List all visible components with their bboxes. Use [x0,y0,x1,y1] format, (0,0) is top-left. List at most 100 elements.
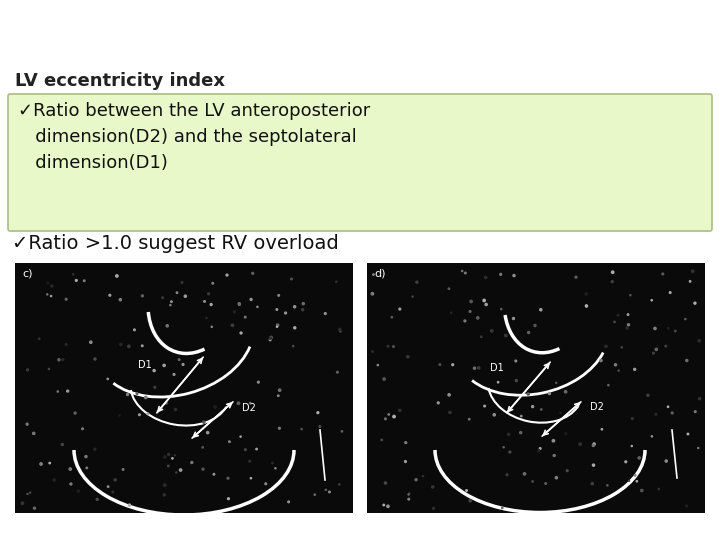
Point [388,342,400,351]
Point [456,267,468,275]
Point [264,335,276,344]
Point [244,399,256,407]
Point [320,485,332,494]
Point [689,299,701,307]
Point [168,370,180,379]
Point [235,329,247,338]
Point [555,408,567,417]
Point [89,445,101,454]
Point [165,301,176,309]
Point [379,478,391,487]
Point [486,327,498,335]
Point [240,446,251,454]
Point [444,408,456,417]
Point [202,428,213,437]
Point [114,295,126,304]
Point [501,470,513,479]
Point [46,282,58,291]
Point [631,477,642,485]
Point [157,293,168,302]
Point [176,278,188,287]
Point [693,444,704,453]
Point [621,323,633,332]
Point [465,297,477,306]
Point [606,278,618,286]
Point [469,364,480,373]
Point [197,465,209,474]
Point [129,326,140,334]
Point [270,464,282,472]
Point [473,363,485,372]
Point [210,403,221,411]
Point [495,270,506,279]
Point [159,481,171,489]
Point [57,355,68,364]
Point [534,444,546,453]
Point [372,361,384,369]
Point [273,392,284,400]
Point [205,300,217,309]
Point [224,437,235,446]
Point [206,322,217,331]
Point [48,476,60,484]
Point [533,447,544,455]
Point [85,338,96,347]
Point [667,409,678,417]
Point [428,504,439,512]
Point [472,314,484,322]
Point [609,318,621,326]
Point [73,487,84,495]
Point [234,300,246,309]
Point [634,454,645,462]
Point [665,288,676,297]
Point [124,501,135,509]
Point [252,302,264,311]
Point [694,394,706,403]
Point [588,441,599,450]
Point [207,279,218,288]
Point [163,462,174,470]
Point [102,482,114,491]
Point [613,366,624,375]
Point [60,340,72,349]
Point [137,292,148,300]
Text: D1: D1 [490,363,504,373]
Point [595,356,607,365]
Point [229,308,240,316]
Point [286,275,297,284]
Point [549,451,560,460]
Point [28,429,40,438]
Point [114,411,125,420]
Point [131,389,143,398]
Point [312,408,323,417]
Point [166,454,178,463]
Point [510,376,522,385]
Point [500,331,512,340]
Point [382,342,394,350]
Point [498,443,510,451]
FancyBboxPatch shape [8,94,712,231]
Point [523,390,534,399]
Point [636,486,647,495]
Point [151,408,163,416]
Text: dimension(D2) and the septolateral: dimension(D2) and the septolateral [18,128,356,146]
Point [366,347,378,356]
Point [464,496,476,505]
Point [297,299,309,308]
Point [251,445,262,454]
Point [166,298,177,306]
Point [65,465,76,474]
Point [623,320,634,329]
Point [446,308,457,317]
Text: D2: D2 [242,403,256,413]
Point [629,365,641,374]
Point [197,443,209,451]
Text: d): d) [374,268,385,278]
Point [684,277,696,286]
Point [253,378,264,387]
Point [222,495,234,503]
Point [35,460,47,468]
Point [201,314,212,322]
Point [296,425,307,434]
Point [536,405,547,414]
